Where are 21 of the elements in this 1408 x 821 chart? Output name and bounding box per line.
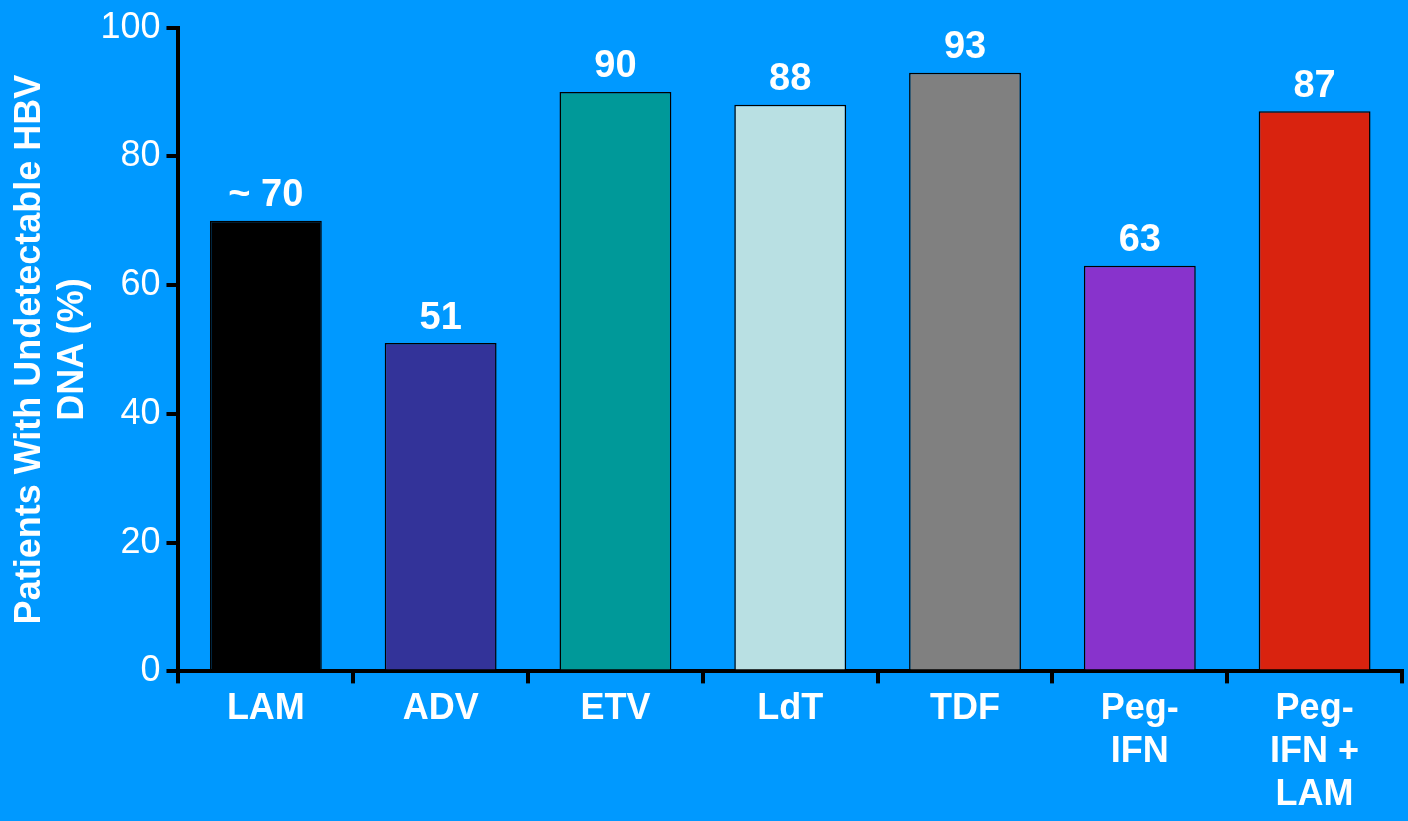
data-label: 93 [943,24,987,67]
data-label: 90 [594,43,637,86]
data-label: 63 [1118,217,1161,260]
x-tick-label: LAM [226,685,305,727]
x-tick-label: Peg-IFN + LAM [1270,685,1360,814]
y-tick-label: 20 [120,519,161,561]
data-label: ~ 70 [228,172,304,215]
y-tick-label: 100 [100,4,161,46]
data-label: 88 [769,56,812,99]
data-label: 51 [419,294,462,337]
data-label: 87 [1293,62,1336,105]
x-tick-label: Peg-IFN [1100,685,1179,771]
x-tick-label: LdT [757,685,824,727]
y-tick-label: 40 [120,390,161,432]
y-tick-label: 60 [120,262,161,304]
x-tick-label: TDF [930,685,1001,727]
y-tick-label: 0 [140,648,161,690]
x-tick-label: ETV [580,685,651,727]
x-tick-label: ADV [402,685,479,727]
y-axis-title: Patients With Undetectable HBV DNA (%) [6,74,91,625]
y-tick-label: 80 [120,133,161,175]
